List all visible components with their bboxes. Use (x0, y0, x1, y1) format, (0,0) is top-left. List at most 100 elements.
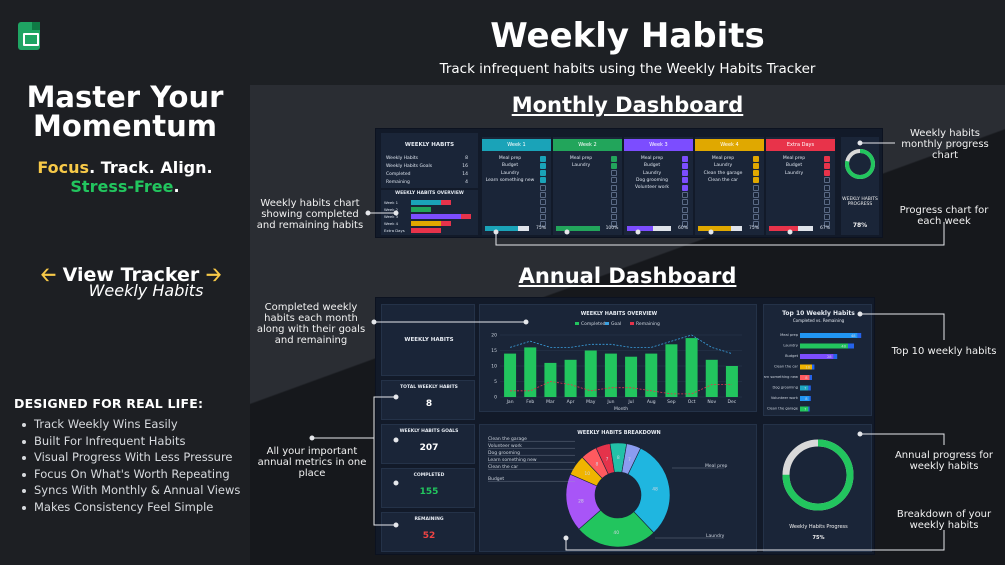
annotation-top10: Top 10 weekly habits (891, 346, 997, 357)
annotation-completed-goals: Completed weekly habits each month along… (256, 302, 366, 346)
monthly-summary-card: WEEKLY HABITS Weekly Habits 8 Weekly Habit… (381, 133, 478, 188)
x-tick-label: Feb (526, 399, 534, 405)
habit-row: Clean the garage (703, 170, 743, 176)
overview-bar-completed (411, 214, 461, 219)
habit-row: Learn something new (485, 177, 535, 183)
y-tick-label: 0 (494, 395, 497, 401)
ring-fill (782, 439, 854, 511)
week-progress-bar (698, 226, 742, 231)
habit-checkbox (540, 170, 546, 177)
y-tick-label: 10 (491, 364, 497, 370)
habit-row: Meal prep (498, 156, 522, 161)
bar-completed (685, 338, 698, 397)
monthly-progress-card: WEEKLY HABITS PROGRESS 78% (841, 137, 879, 235)
habit-checkbox (611, 192, 617, 198)
annual-progress-ring (782, 439, 854, 511)
annual-kpi-header: WEEKLY HABITS (381, 304, 475, 376)
habit-checkbox (753, 184, 759, 191)
arrow-left-icon: 🡠 (40, 264, 57, 286)
kpi-value: 155 (419, 487, 439, 497)
top10-label: Learn something new (764, 375, 798, 379)
top10-bar-completed (800, 343, 848, 349)
page-title: Weekly Habits (490, 16, 765, 56)
top10-bar-remaining (848, 343, 854, 349)
annual-progress-value: 75% (812, 535, 825, 541)
overview-bar-completed (411, 207, 431, 212)
top10-bar-completed (800, 396, 810, 401)
slice-value: 28 (578, 498, 584, 504)
annotation-breakdown: Breakdown of your weekly habits (896, 509, 992, 531)
bar-completed (564, 359, 577, 397)
annotation-monthly-progress: Weekly habits monthly progress chart (901, 128, 989, 161)
top-strip (250, 0, 1005, 10)
annual-dashboard: WEEKLY HABITS TOTAL WEEKLY HABITS 8 WEEKLY… (375, 297, 875, 555)
habit-checkbox (753, 199, 759, 206)
top10-label: Meal prep (780, 333, 799, 337)
left-promo-panel: Master Your Momentum Focus. Track. Align… (0, 0, 250, 565)
feature-item: Track Weekly Wins Easily (22, 416, 240, 433)
habit-checkbox (753, 170, 759, 177)
habit-checkbox (611, 184, 617, 191)
top10-label: Budget (785, 354, 799, 358)
monthly-overview-title: WEEKLY HABITS OVERVIEW (395, 191, 464, 196)
tagline: Focus. Track. Align. (0, 158, 250, 177)
breakdown-label: Learn something new (488, 457, 537, 463)
connector-dot (365, 210, 371, 216)
ring-fill (845, 149, 875, 179)
habit-checkbox (824, 199, 830, 206)
habit-row: Laundry (571, 163, 591, 169)
annotation-annual-metrics: All your important annual metrics in one… (257, 446, 367, 479)
arrow-right-icon: 🡢 (205, 264, 222, 286)
week-progress-pct: 60% (677, 226, 688, 231)
x-tick-label: Mar (546, 399, 555, 405)
feature-item: Syncs With Monthly & Annual Views (22, 482, 240, 499)
legend-label: Goal (611, 321, 621, 327)
breakdown-label: Meal prep (705, 463, 727, 469)
top10-value: 48 (851, 334, 856, 338)
top10-chart: Meal prep 48 Laundry 40 Budget 28 Clean the ca… (764, 333, 862, 412)
connector-dot (309, 435, 315, 441)
top10-bar-remaining (808, 385, 811, 391)
breakdown-label: Budget (488, 476, 504, 482)
top10-value: 40 (841, 344, 846, 348)
annual-breakdown-card: WEEKLY HABITS BREAKDOWN 48 40 28 10 8 7 8 7 Clea… (479, 424, 757, 552)
week-header: Week 2 (553, 139, 622, 151)
top10-label: Laundry (783, 344, 799, 348)
view-tracker-link[interactable]: 🡠 View Tracker 🡢 (0, 261, 262, 293)
week-progress-bar (627, 226, 671, 231)
kpi-label: TOTAL WEEKLY HABITS (400, 385, 458, 390)
habit-checkbox (682, 162, 688, 169)
habit-checkbox (540, 162, 546, 169)
bar-completed (524, 347, 537, 397)
overview-row-label: Week 1 (384, 200, 399, 205)
habit-checkbox (540, 199, 546, 206)
summary-row-value: 16 (462, 164, 468, 169)
kpi-card: REMAINING 52 (381, 512, 475, 552)
week-progress-fill (485, 226, 518, 231)
habit-row: Laundry (713, 163, 733, 169)
habit-checkbox (682, 199, 688, 206)
habit-checkbox (682, 170, 688, 177)
week-column: Week 4 Meal prep Laundry Clean the garage Cl… (695, 137, 764, 235)
annual-dashboard-title: Annual Dashboard (518, 264, 737, 288)
overview-bar-remaining (441, 221, 451, 226)
kpi-card: WEEKLY HABITS GOALS 207 (381, 424, 475, 464)
week-progress-pct: 100% (605, 226, 619, 231)
y-tick-label: 20 (491, 333, 497, 339)
breakdown-label: Volunteer work (488, 443, 522, 449)
annual-overview-title: WEEKLY HABITS OVERVIEW (580, 311, 658, 317)
x-tick-label: Jan (506, 399, 514, 405)
week-header: Week 1 (482, 139, 551, 151)
annotation-monthly-chart: Weekly habits chart showing completed an… (256, 198, 364, 231)
overview-bar-remaining (441, 200, 451, 205)
annual-progress-label: Weekly Habits Progress (789, 524, 848, 530)
series-line-remaining (510, 381, 732, 395)
overview-row-label: Week 4 (384, 221, 399, 226)
bar-completed (504, 353, 517, 397)
view-tracker-label[interactable]: View Tracker (62, 264, 200, 286)
habit-checkbox (682, 177, 688, 184)
kpi-value: 8 (425, 399, 433, 409)
top10-value: 28 (827, 355, 832, 359)
bar-completed (645, 353, 658, 397)
bar-completed (625, 356, 638, 397)
